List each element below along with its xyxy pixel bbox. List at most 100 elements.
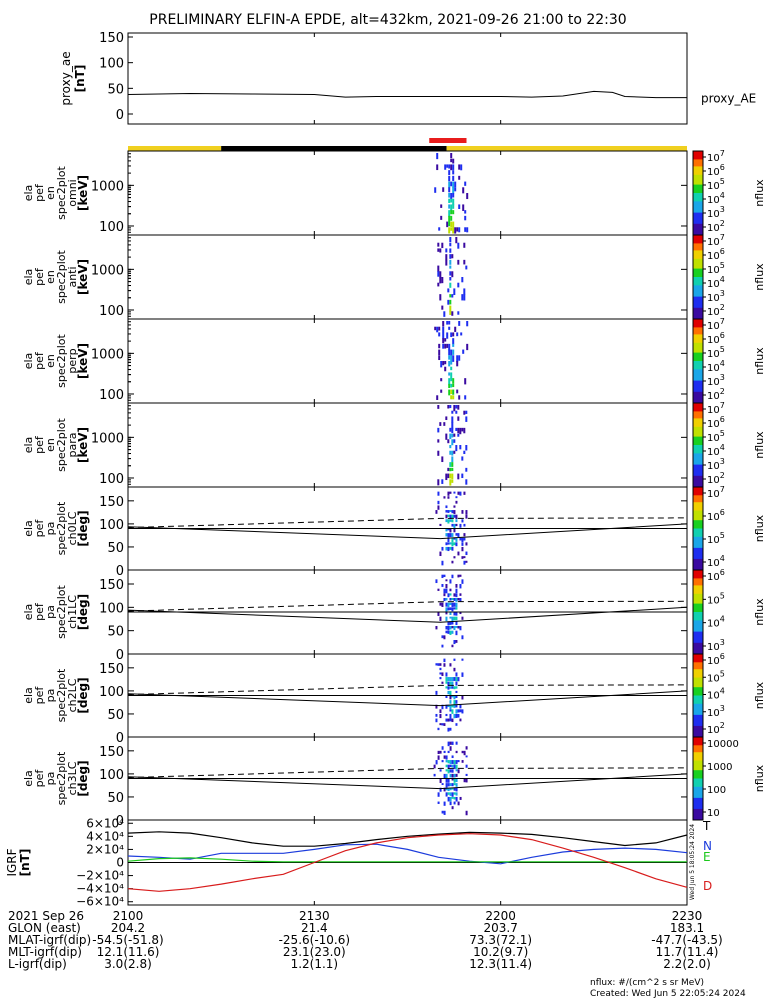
spectrogram-pixel xyxy=(447,704,450,708)
spectrogram-pixel xyxy=(435,510,438,514)
spectrogram-pixel xyxy=(453,491,456,494)
spectrogram-pixel xyxy=(465,560,468,563)
colorbar-cell xyxy=(693,540,703,543)
spectrogram-pixel xyxy=(449,254,452,259)
colorbar-cell xyxy=(693,766,703,768)
spectrogram-pixel xyxy=(451,574,454,579)
colorbar-tick-label: 107 xyxy=(707,317,725,332)
spectrogram-pixel xyxy=(461,695,464,700)
colorbar-tick-label: 10000 xyxy=(707,739,739,750)
spectrogram-pixel xyxy=(457,574,460,578)
spectrogram-pixel xyxy=(456,332,459,337)
colorbar-cell xyxy=(693,244,703,247)
colorbar-cell xyxy=(693,383,703,386)
igrf-legend-N: N xyxy=(703,839,712,853)
spectrogram-pixel xyxy=(438,332,441,337)
colorbar-tick-exponent: 3 xyxy=(720,704,725,713)
y-tick-label: 50 xyxy=(107,541,124,556)
colorbar-cell xyxy=(693,375,703,377)
spectrogram-pixel xyxy=(449,700,452,704)
y-axis-label-line: ela xyxy=(22,353,35,370)
colorbar-cell xyxy=(693,386,703,389)
spectrogram-pixel xyxy=(465,416,468,422)
colorbar-cell xyxy=(693,204,703,207)
y-axis-label-unit: [nT] xyxy=(73,65,87,93)
colorbar-cell xyxy=(693,286,703,289)
colorbar-cell xyxy=(693,732,703,735)
colorbar-tick-label: 103 xyxy=(707,373,725,388)
colorbar-cell xyxy=(693,621,703,624)
colorbar-tick-exponent: 2 xyxy=(720,387,725,396)
y-tick-label: 1000 xyxy=(91,179,124,194)
spectrogram-pixel xyxy=(449,713,452,719)
colorbar-tick-exponent: 6 xyxy=(720,415,725,424)
colorbar-cell xyxy=(693,270,703,272)
spectrogram-pixel xyxy=(439,769,442,772)
colorbar-label: nflux xyxy=(753,179,766,207)
colorbar-cell xyxy=(693,348,703,351)
spectrogram-pixel xyxy=(450,366,453,371)
colorbar-cell xyxy=(693,591,703,593)
spectrogram-pixel xyxy=(455,542,458,547)
spectrogram-pixel xyxy=(449,311,452,315)
spectrogram-pixel xyxy=(455,533,458,536)
colorbar-cell xyxy=(693,466,703,468)
spectrogram-pixel xyxy=(451,769,454,773)
colorbar-tick-label: 104 xyxy=(707,275,725,290)
spectrogram-pixel xyxy=(445,528,448,532)
colorbar-cell xyxy=(693,731,703,734)
spectrogram-pixel xyxy=(455,681,458,686)
colorbar-cell xyxy=(693,464,703,467)
footer-time-value: 2200 xyxy=(485,909,516,923)
colorbar-cell xyxy=(693,599,703,602)
spectrogram-pixel xyxy=(443,635,446,640)
colorbar-cell xyxy=(693,607,703,610)
colorbar-cell xyxy=(693,719,703,721)
colorbar-tick-label: 10 xyxy=(707,808,720,819)
spectrogram-pixel xyxy=(455,410,458,414)
spectrogram-pixel xyxy=(437,282,440,287)
spectrogram-pixel xyxy=(445,764,448,768)
spectrogram-pixel xyxy=(448,355,451,360)
colorbar-cell xyxy=(693,197,703,200)
spectrogram-pixel xyxy=(441,681,444,684)
spectrogram-pixel xyxy=(439,271,442,278)
colorbar-cell xyxy=(693,630,703,633)
footer-mlat-value: -25.6(-10.6) xyxy=(279,933,350,947)
colorbar-tick-label: 106 xyxy=(707,568,725,583)
spectrogram-pixel xyxy=(447,439,450,444)
spectrogram-pixel xyxy=(461,760,464,763)
spectrogram-pixel xyxy=(451,416,454,423)
y-axis-label-line: en xyxy=(44,438,57,452)
colorbar-cell xyxy=(693,239,703,242)
colorbar-tick-label: 104 xyxy=(707,359,725,374)
spectrogram-pixel xyxy=(445,769,448,772)
colorbar-cell xyxy=(693,734,703,737)
side-timestamp: Wed Jun 5 18:05:24 2024 xyxy=(689,824,696,900)
colorbar-cell xyxy=(693,449,703,452)
y-tick-label: 50 xyxy=(107,625,124,640)
colorbar-cell xyxy=(693,223,703,226)
colorbar-tick-label: 105 xyxy=(707,429,725,444)
colorbar-cell xyxy=(693,584,703,586)
colorbar-cell xyxy=(693,696,703,699)
spectrogram-pixel xyxy=(439,294,442,301)
colorbar-cell xyxy=(693,411,703,414)
colorbar-tick-label: 105 xyxy=(707,261,725,276)
spectrogram-pixel xyxy=(447,510,450,513)
spectrogram-pixel xyxy=(445,416,448,421)
colorbar-cell xyxy=(693,753,703,756)
colorbar-cell xyxy=(693,474,703,477)
anti-loss-cone-line xyxy=(127,684,688,696)
spectrogram-pixel xyxy=(453,537,456,540)
spectrogram-pixel xyxy=(465,810,468,816)
colorbar-cell xyxy=(693,550,703,553)
igrf-legend-E: E xyxy=(703,850,711,864)
pa_ch2-colorbar: 102 103 104 105 106 nflux xyxy=(692,652,766,738)
spectrogram-pixel xyxy=(453,658,456,661)
colorbar-cell xyxy=(693,324,703,327)
spectrogram-pixel xyxy=(449,718,452,722)
colorbar-cell xyxy=(693,511,703,514)
spectrogram-pixel xyxy=(445,713,448,717)
spectrogram-pixel xyxy=(445,760,448,763)
